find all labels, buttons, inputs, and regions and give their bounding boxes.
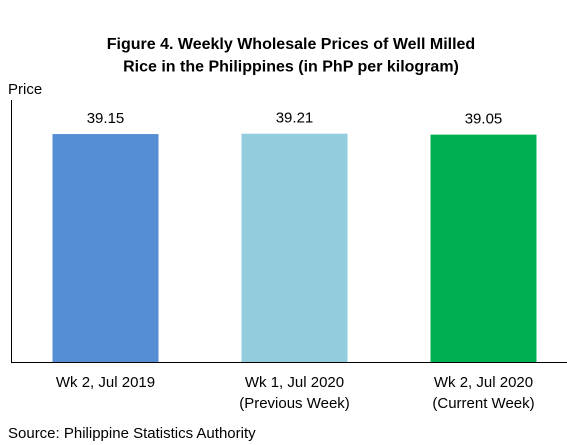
chart-title: Figure 4. Weekly Wholesale Prices of Wel… — [107, 36, 475, 75]
x-tick-label: Wk 1, Jul 2020 (Previous Week) — [239, 374, 350, 412]
x-tick-label: Wk 2, Jul 2020 (Current Week) — [432, 374, 534, 412]
x-tick-label: Wk 2, Jul 2019 — [56, 374, 155, 391]
y-axis-label: Price — [8, 81, 42, 98]
bar — [52, 134, 159, 362]
bar — [241, 133, 348, 362]
value-label: 39.21 — [276, 110, 314, 127]
source: Source: Philippine Statistics Authority — [8, 425, 256, 442]
value-label: 39.15 — [87, 110, 125, 127]
bar — [430, 134, 537, 362]
value-label: 39.05 — [465, 111, 503, 128]
